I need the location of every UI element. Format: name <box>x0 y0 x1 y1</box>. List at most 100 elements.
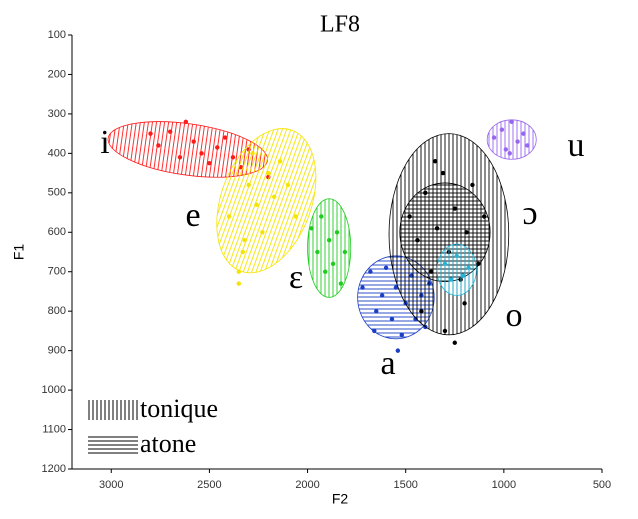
point <box>499 127 505 132</box>
point <box>334 230 340 235</box>
point <box>254 202 259 207</box>
point <box>207 161 212 166</box>
y-axis-label: F1 <box>11 244 27 261</box>
x-axis-label: F2 <box>332 491 349 507</box>
legend-label: atone <box>140 429 196 458</box>
x-tick-label: 2500 <box>197 479 221 491</box>
point <box>470 182 475 188</box>
point <box>525 143 530 148</box>
point <box>199 151 204 156</box>
point <box>315 249 320 255</box>
point <box>330 261 336 267</box>
point <box>374 308 379 314</box>
point <box>323 269 328 274</box>
point <box>432 159 438 164</box>
point <box>423 190 428 196</box>
y-tick-label: 400 <box>48 147 66 159</box>
point <box>372 328 377 334</box>
point <box>454 253 459 259</box>
point <box>285 182 291 188</box>
point <box>434 226 440 231</box>
point <box>507 151 512 156</box>
vowel-label: u <box>568 127 585 164</box>
x-tick-label: 3000 <box>99 479 123 491</box>
legend-swatch <box>88 435 138 455</box>
y-tick-label: 500 <box>48 187 66 199</box>
point <box>399 332 404 338</box>
y-tick-label: 200 <box>48 68 66 80</box>
ellipse <box>436 243 477 296</box>
point <box>277 159 283 164</box>
point <box>393 285 399 290</box>
vowel-label: e <box>185 197 200 234</box>
point <box>521 131 526 136</box>
point <box>452 206 457 211</box>
y-tick-label: 900 <box>48 345 66 357</box>
point <box>460 273 465 278</box>
point <box>240 249 245 255</box>
y-tick-label: 1000 <box>42 384 66 396</box>
point <box>368 269 373 274</box>
y-tick-label: 600 <box>48 226 66 238</box>
point <box>246 182 251 188</box>
point <box>389 316 395 322</box>
point <box>442 328 448 334</box>
point <box>177 155 183 160</box>
point <box>222 135 228 140</box>
point <box>167 129 173 134</box>
point <box>260 230 265 235</box>
vowel-label: i <box>100 124 109 161</box>
y-tick-label: 1100 <box>42 423 66 435</box>
point <box>415 237 420 243</box>
point <box>226 214 232 219</box>
point <box>309 226 314 231</box>
point <box>236 281 242 286</box>
point <box>464 230 469 235</box>
point <box>452 340 457 345</box>
point <box>342 249 348 255</box>
legend-label: tonique <box>140 394 218 423</box>
vowel-label: o <box>506 297 523 334</box>
point <box>148 131 153 136</box>
point <box>419 308 424 314</box>
point <box>319 214 324 219</box>
plot-area <box>107 119 537 353</box>
point <box>440 170 446 176</box>
y-tick-label: 300 <box>48 108 66 120</box>
point <box>250 151 255 156</box>
point <box>442 261 448 267</box>
point <box>407 214 412 219</box>
point <box>509 119 514 125</box>
point <box>491 135 497 140</box>
x-tick-label: 500 <box>593 479 611 491</box>
point <box>462 301 467 306</box>
point <box>515 139 520 144</box>
x-tick-label: 1000 <box>492 479 516 491</box>
point <box>338 281 344 286</box>
y-tick-label: 100 <box>48 29 66 41</box>
point <box>482 214 487 219</box>
point <box>476 261 481 267</box>
y-tick-label: 1200 <box>42 463 66 475</box>
point <box>215 145 220 150</box>
ellipse <box>307 198 352 298</box>
point <box>236 269 242 274</box>
point <box>183 119 189 125</box>
point <box>230 155 236 160</box>
point <box>271 194 277 199</box>
point <box>191 139 196 144</box>
chart-title: LF8 <box>320 12 360 38</box>
point <box>360 285 365 290</box>
point <box>379 293 385 298</box>
point <box>395 348 401 353</box>
x-tick-label: 1500 <box>393 479 417 491</box>
point <box>293 214 298 219</box>
vowel-label: ɛ <box>289 259 303 296</box>
y-tick-label: 800 <box>48 305 66 317</box>
point <box>383 265 389 270</box>
y-tick-label: 700 <box>48 266 66 278</box>
point <box>448 277 454 282</box>
point <box>429 269 434 274</box>
legend-swatch <box>88 400 138 420</box>
